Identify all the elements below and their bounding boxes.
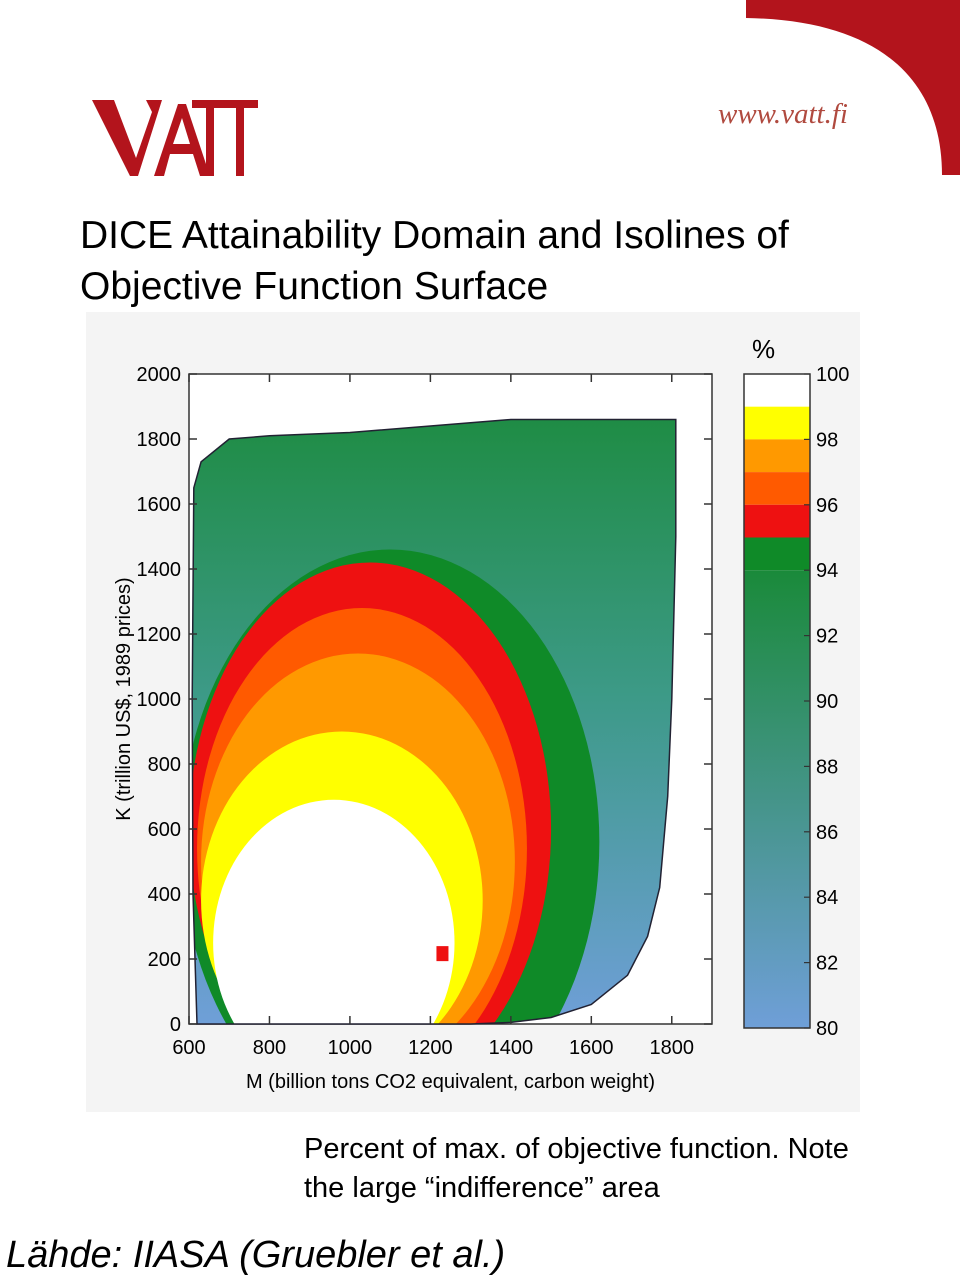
y-tick-label: 1000	[137, 689, 182, 711]
colorbar-band	[744, 570, 810, 1028]
title-line-2: Objective Function Surface	[80, 265, 549, 308]
colorbar-tick-label: 88	[816, 756, 838, 778]
x-tick-label: 1000	[328, 1037, 373, 1059]
colorbar-band	[744, 472, 810, 505]
website-url: www.vatt.fi	[718, 98, 848, 130]
colorbar-tick-label: 82	[816, 953, 838, 975]
colorbar-tick-label: 84	[816, 887, 838, 909]
y-tick-label: 1600	[137, 494, 182, 516]
colorbar-tick-label: 90	[816, 691, 838, 713]
colorbar-band	[744, 439, 810, 473]
y-tick-label: 200	[148, 949, 181, 971]
caption-line-2: the large “indifference” area	[304, 1172, 660, 1204]
y-tick-label: 1800	[137, 429, 182, 451]
colorbar-band	[744, 374, 810, 407]
colorbar-tick-label: 94	[816, 560, 838, 582]
vatt-logo	[92, 100, 258, 176]
colorbar-tick-label: 80	[816, 1018, 838, 1040]
y-tick-label: 800	[148, 754, 181, 776]
y-tick-label: 1200	[137, 624, 182, 646]
x-axis: 600 800 1000 1200 1400 1600 1800	[172, 374, 694, 1059]
source-citation: Lähde: IIASA (Gruebler et al.)	[6, 1234, 506, 1276]
y-tick-label: 400	[148, 884, 181, 906]
colorbar-band	[744, 537, 810, 571]
x-axis-label: M (billion tons CO2 equivalent, carbon w…	[246, 1071, 655, 1093]
y-tick-label: 0	[170, 1014, 181, 1036]
colorbar-tick-label: 86	[816, 822, 838, 844]
colorbar-tick-label: 92	[816, 626, 838, 648]
domain-layers	[192, 419, 676, 1024]
x-tick-label: 600	[172, 1037, 205, 1059]
colorbar: 100 98 96 94 92 90 88 86 84 82 80	[743, 364, 849, 1040]
colorbar-unit: %	[752, 334, 775, 364]
title-line-1: DICE Attainability Domain and Isolines o…	[80, 214, 789, 257]
corner-decoration	[746, 0, 960, 175]
colorbar-band	[744, 406, 810, 440]
y-tick-label: 1400	[137, 559, 182, 581]
x-tick-label: 1400	[489, 1037, 534, 1059]
colorbar-tick-label: 98	[816, 429, 838, 451]
y-tick-label: 2000	[137, 364, 182, 386]
colorbar-tick-label: 100	[816, 364, 849, 386]
domain-outline	[191, 418, 677, 1025]
colorbar-band	[744, 504, 810, 538]
caption-line-1: Percent of max. of objective function. N…	[304, 1133, 849, 1165]
x-tick-label: 800	[253, 1037, 286, 1059]
slide-title: DICE Attainability Domain and Isolines o…	[80, 210, 900, 312]
corner-swoosh	[746, 0, 960, 175]
y-axis: 0 200 400 600 800 1000 1200 1400 1600 1800 2000	[137, 364, 712, 1036]
y-axis-label: K (trillion US$, 1989 prices)	[113, 577, 135, 820]
colorbar-tick-label: 96	[816, 495, 838, 517]
y-tick-label: 600	[148, 819, 181, 841]
x-tick-label: 1200	[408, 1037, 453, 1059]
chart-caption: Percent of max. of objective function. N…	[304, 1130, 944, 1208]
optimum-marker	[436, 946, 449, 962]
region-99-100	[213, 799, 455, 1024]
x-tick-label: 1800	[650, 1037, 695, 1059]
attainability-heatmap: 600 800 1000 1200 1400 1600 1800 0200400600800…	[86, 312, 860, 1112]
x-tick-label: 1600	[569, 1037, 614, 1059]
